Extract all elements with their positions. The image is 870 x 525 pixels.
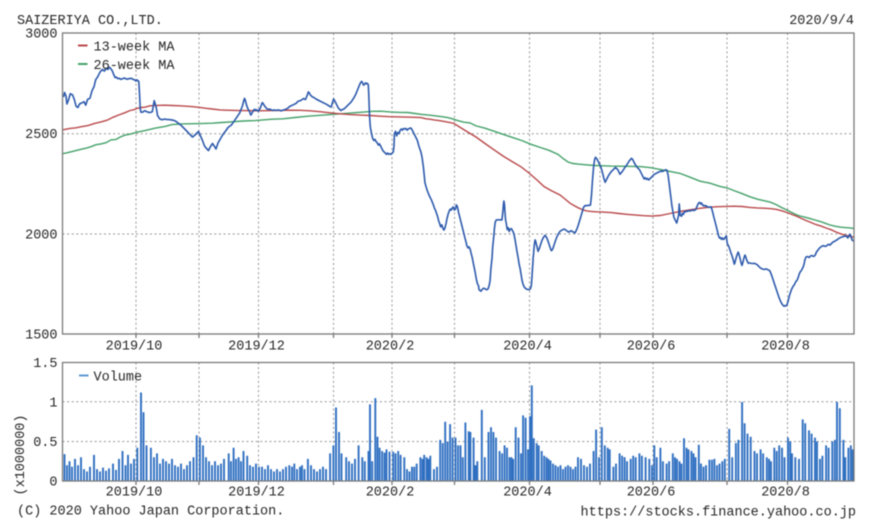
svg-text:2020/2: 2020/2 [366,340,415,355]
svg-text:SAIZERIYA CO.,LTD.: SAIZERIYA CO.,LTD. [17,14,163,29]
svg-text:3000: 3000 [25,28,57,43]
svg-text:2019/10: 2019/10 [106,340,163,355]
svg-text:(C) 2020 Yahoo Japan Corporati: (C) 2020 Yahoo Japan Corporation. [17,505,284,520]
svg-text:2500: 2500 [25,128,57,143]
svg-text:2019/12: 2019/12 [228,486,285,501]
svg-text:2019/12: 2019/12 [228,340,285,355]
svg-text:2020/4: 2020/4 [503,486,552,501]
svg-text:2019/10: 2019/10 [106,486,163,501]
svg-text:2020/6: 2020/6 [627,340,676,355]
svg-text:2020/8: 2020/8 [761,340,810,355]
svg-text:1.5: 1.5 [33,357,57,372]
svg-text:(x1000000): (x1000000) [14,414,29,495]
svg-text:1500: 1500 [25,329,57,344]
svg-text:0.5: 0.5 [33,436,57,451]
svg-text:2020/4: 2020/4 [503,340,552,355]
svg-text:2020/8: 2020/8 [761,486,810,501]
svg-text:Volume: Volume [94,371,143,386]
svg-text:2020/2: 2020/2 [366,486,415,501]
svg-text:26-week MA: 26-week MA [94,59,176,74]
svg-text:2020/9/4: 2020/9/4 [789,14,854,29]
svg-text:0: 0 [49,476,57,491]
svg-text:1: 1 [49,396,57,411]
svg-text:https://stocks.finance.yahoo.c: https://stocks.finance.yahoo.co.jp [581,506,856,521]
svg-text:13-week MA: 13-week MA [94,41,176,56]
svg-text:2000: 2000 [25,229,57,244]
svg-text:2020/6: 2020/6 [627,486,676,501]
